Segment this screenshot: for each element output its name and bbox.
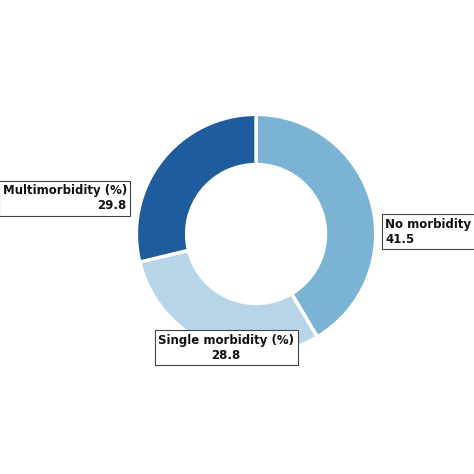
Text: Multimorbidity (%)
29.8: Multimorbidity (%) 29.8 <box>2 184 127 212</box>
Text: Single morbidity (%)
28.8: Single morbidity (%) 28.8 <box>158 334 294 362</box>
Wedge shape <box>256 114 376 337</box>
Wedge shape <box>137 114 256 262</box>
Text: No morbidity
41.5: No morbidity 41.5 <box>385 218 472 246</box>
Wedge shape <box>140 250 317 354</box>
